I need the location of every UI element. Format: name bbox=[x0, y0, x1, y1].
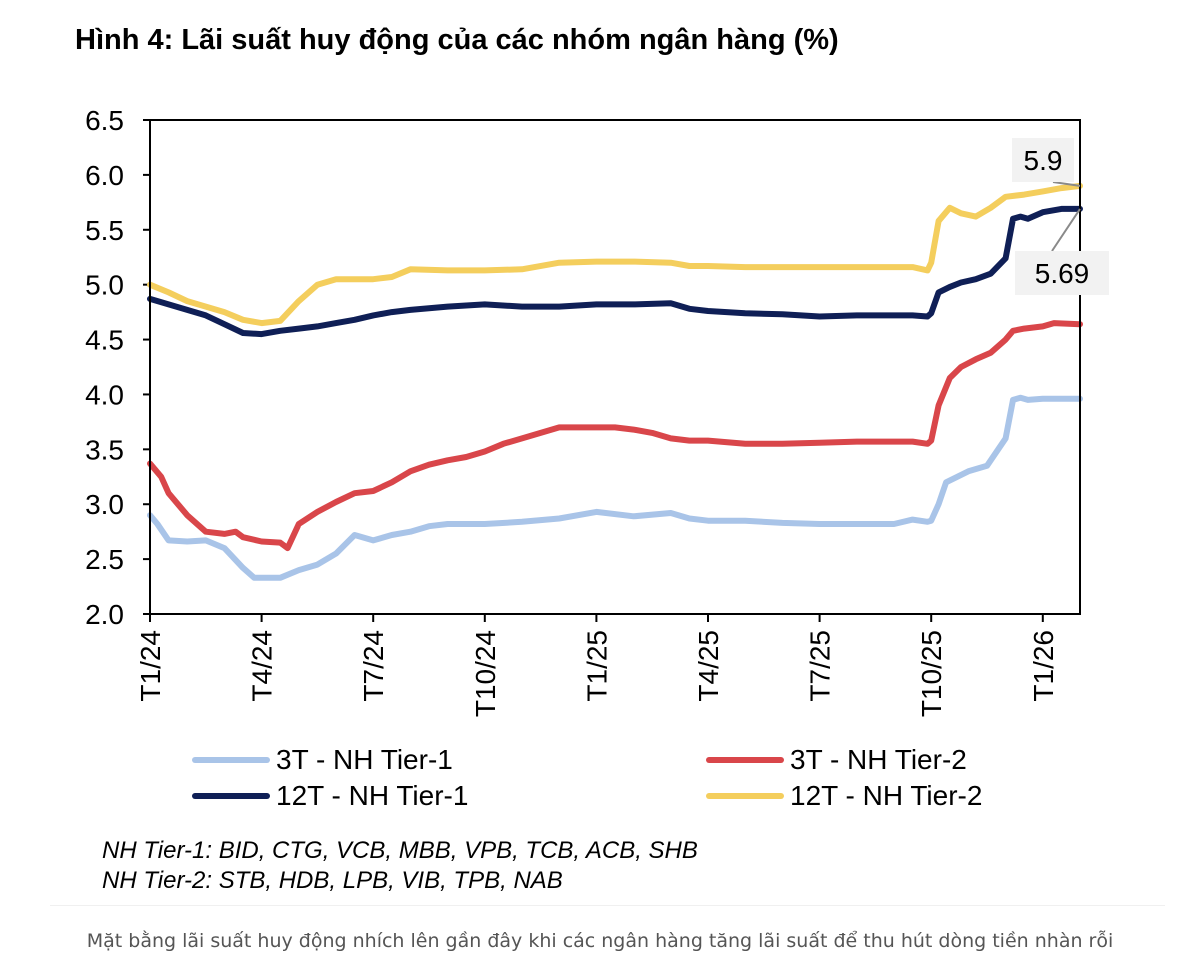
x-axis-ticks: T1/24 T4/24 T7/24 T10/24 T1/25 T4/25 T7/25 T10/… bbox=[135, 614, 1059, 717]
legend-swatch bbox=[706, 793, 784, 799]
plot-area-frame bbox=[149, 119, 1081, 615]
chart-panel bbox=[50, 0, 1165, 905]
annotation-box bbox=[1015, 251, 1109, 295]
annotation-label: 5.69 bbox=[1035, 258, 1090, 289]
x-tick-label: T7/25 bbox=[805, 630, 836, 702]
legend-label: 3T - NH Tier-2 bbox=[790, 744, 967, 775]
note-tier2: NH Tier-2: STB, HDB, LPB, VIB, TPB, NAB bbox=[102, 867, 563, 894]
x-tick-label: T1/24 bbox=[135, 630, 166, 702]
legend-swatch bbox=[192, 793, 270, 799]
divider bbox=[50, 905, 1165, 906]
y-tick-label: 4.5 bbox=[85, 325, 124, 356]
legend-swatch bbox=[706, 757, 784, 763]
note-tier1: NH Tier-1: BID, CTG, VCB, MBB, VPB, TCB,… bbox=[102, 837, 698, 864]
chart-title: Hình 4: Lãi suất huy động của các nhóm n… bbox=[75, 24, 839, 56]
legend-item-3t-tier2: 3T - NH Tier-2 bbox=[706, 744, 967, 776]
series-line-2 bbox=[147, 205, 1083, 338]
x-tick-label: T10/25 bbox=[916, 630, 947, 717]
legend-label: 12T - NH Tier-1 bbox=[276, 780, 469, 811]
x-tick-label: T4/24 bbox=[247, 630, 278, 702]
y-tick-label: 3.5 bbox=[85, 434, 124, 465]
series-line-0 bbox=[147, 394, 1083, 581]
annotation-label: 5.9 bbox=[1024, 145, 1063, 176]
y-tick-label: 2.5 bbox=[85, 544, 124, 575]
legend-label: 3T - NH Tier-1 bbox=[276, 744, 453, 775]
legend-label: 12T - NH Tier-2 bbox=[790, 780, 983, 811]
legend-swatch bbox=[192, 757, 270, 763]
chart-notes: NH Tier-1: BID, CTG, VCB, MBB, VPB, TCB,… bbox=[102, 836, 698, 896]
image-caption: Mặt bằng lãi suất huy động nhích lên gần… bbox=[86, 930, 1114, 952]
y-tick-label: 6.0 bbox=[85, 160, 124, 191]
x-tick-label: T1/26 bbox=[1028, 630, 1059, 702]
y-tick-label: 5.0 bbox=[85, 270, 124, 301]
y-tick-label: 6.5 bbox=[85, 105, 124, 136]
legend-item-3t-tier1: 3T - NH Tier-1 bbox=[192, 744, 453, 776]
annotation-leader-line bbox=[1051, 208, 1081, 252]
legend-item-12t-tier2: 12T - NH Tier-2 bbox=[706, 780, 982, 812]
annotation-leader-line bbox=[1052, 181, 1081, 187]
y-tick-label: 4.0 bbox=[85, 379, 124, 410]
y-tick-label: 2.0 bbox=[85, 599, 124, 630]
y-tick-label: 5.5 bbox=[85, 215, 124, 246]
line-chart: 6.5 6.0 5.5 5.0 4.5 4.0 3.5 3.0 2.5 2.0 T1/24 T4/2… bbox=[85, 105, 1109, 717]
x-tick-label: T1/25 bbox=[581, 630, 612, 702]
x-tick-label: T7/24 bbox=[358, 630, 389, 702]
y-axis-ticks: 6.5 6.0 5.5 5.0 4.5 4.0 3.5 3.0 2.5 2.0 bbox=[85, 105, 150, 630]
series-line-1 bbox=[147, 320, 1083, 552]
series-lines bbox=[147, 182, 1083, 581]
y-tick-label: 3.0 bbox=[85, 489, 124, 520]
x-tick-label: T10/24 bbox=[470, 630, 501, 717]
series-line-3 bbox=[147, 182, 1083, 327]
legend-item-12t-tier1: 12T - NH Tier-1 bbox=[192, 780, 468, 812]
x-tick-label: T4/25 bbox=[693, 630, 724, 702]
data-annotations: 5.9 5.69 bbox=[1012, 138, 1109, 295]
annotation-box bbox=[1012, 138, 1074, 182]
